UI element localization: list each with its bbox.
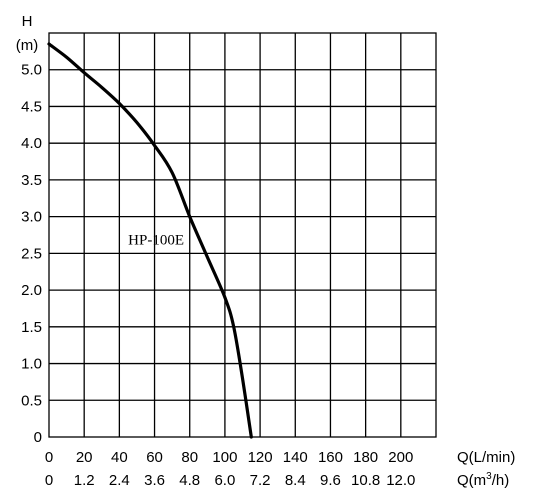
x2-tick-labels: 0 1.2 2.4 3.6 4.8 6.0 7.2 8.4 9.6 10.8 12.0 xyxy=(45,472,416,489)
y-tick-labels: 0 0.5 1.0 1.5 2.0 2.5 3.0 3.5 4.0 4.5 5.0 xyxy=(21,62,42,446)
x2-title-post: /h) xyxy=(492,472,510,489)
x2-tick-label: 1.2 xyxy=(74,472,95,489)
series-line-hp-100e xyxy=(47,42,253,439)
x-tick-label: 60 xyxy=(146,449,163,466)
y-tick-label: 4.5 xyxy=(21,98,42,115)
x-tick-label: 140 xyxy=(283,449,308,466)
grid xyxy=(48,32,437,438)
x2-tick-label: 7.2 xyxy=(250,472,271,489)
x-axis-title-primary: Q(L/min) xyxy=(457,449,515,466)
y-tick-label: 0.5 xyxy=(21,392,42,409)
series-label-hp-100e: HP-100E xyxy=(128,233,184,249)
y-tick-label: 4.0 xyxy=(21,135,42,152)
x2-tick-label: 2.4 xyxy=(109,472,130,489)
x2-tick-label: 10.8 xyxy=(351,472,380,489)
x2-title-sup: 3 xyxy=(486,471,492,482)
x-tick-label: 120 xyxy=(248,449,273,466)
y-tick-label: 2.5 xyxy=(21,245,42,262)
y-tick-label: 5.0 xyxy=(21,62,42,79)
x-tick-label: 40 xyxy=(111,449,128,466)
x-tick-label: 160 xyxy=(318,449,343,466)
y-tick-label: 2.0 xyxy=(21,282,42,299)
x2-title-pre: Q(m xyxy=(457,472,486,489)
y-tick-label: 3.0 xyxy=(21,209,42,226)
y-tick-label: 3.5 xyxy=(21,172,42,189)
x2-tick-label: 4.8 xyxy=(179,472,200,489)
x2-tick-label: 9.6 xyxy=(320,472,341,489)
x-tick-label: 20 xyxy=(76,449,93,466)
x2-tick-label: 6.0 xyxy=(214,472,235,489)
x2-tick-label: 3.6 xyxy=(144,472,165,489)
y-tick-label: 1.5 xyxy=(21,319,42,336)
plot-frame xyxy=(48,32,437,438)
y-axis-title-line1: H xyxy=(22,13,33,30)
y-axis-title-line2: (m) xyxy=(16,37,39,54)
x-tick-label: 180 xyxy=(353,449,378,466)
x-axis-title-secondary: Q(m3/h) xyxy=(457,471,509,489)
x-tick-label: 200 xyxy=(388,449,413,466)
x2-tick-label: 0 xyxy=(45,472,53,489)
x-tick-label: 0 xyxy=(45,449,53,466)
x-tick-labels: 0 20 40 60 80 100 120 140 160 180 200 xyxy=(45,449,414,466)
series-curves: HP-100E xyxy=(47,42,253,439)
x2-tick-label: 12.0 xyxy=(386,472,415,489)
y-tick-label: 0 xyxy=(34,429,42,446)
x-tick-label: 80 xyxy=(181,449,198,466)
y-tick-label: 1.0 xyxy=(21,356,42,373)
x-tick-label: 100 xyxy=(212,449,237,466)
x2-tick-label: 8.4 xyxy=(285,472,306,489)
